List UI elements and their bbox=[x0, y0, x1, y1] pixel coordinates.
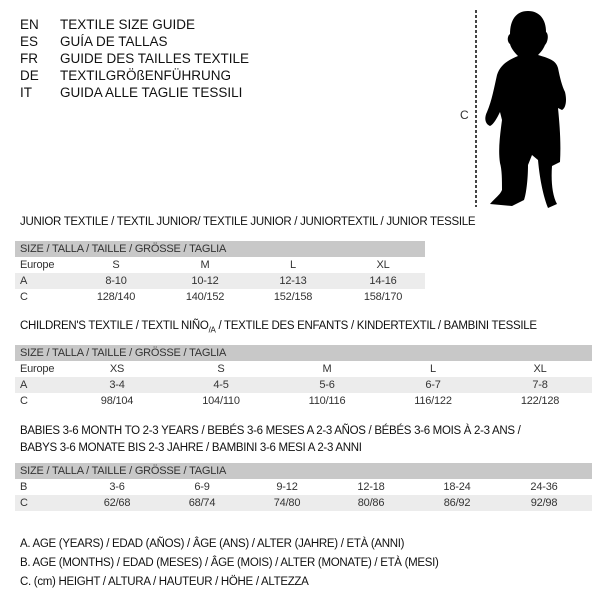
lang-title: GUÍA DE TALLAS bbox=[60, 34, 168, 49]
row-label: Europe bbox=[20, 259, 55, 271]
table-row: B 3-6 6-9 9-12 12-18 18-24 24-36 bbox=[15, 479, 592, 495]
cell: 104/110 bbox=[202, 395, 240, 407]
legend-item: B. AGE (MONTHS) / EDAD (MESES) / ÂGE (MO… bbox=[20, 557, 439, 569]
measure-label: C bbox=[460, 108, 469, 122]
row-label: Europe bbox=[20, 363, 55, 375]
cell: 86/92 bbox=[443, 497, 471, 509]
table-header: SIZE / TALLA / TAILLE / GRÖSSE / TAGLIA bbox=[15, 241, 425, 257]
row-label: C bbox=[20, 395, 28, 407]
table-row: C 128/140 140/152 152/158 158/170 bbox=[15, 289, 425, 305]
cell: 3-6 bbox=[109, 481, 125, 493]
cell: 92/98 bbox=[530, 497, 558, 509]
cell: XL bbox=[376, 259, 390, 271]
cell: 128/140 bbox=[96, 291, 136, 303]
cell: 5-6 bbox=[319, 379, 335, 391]
lang-it: IT GUIDA ALLE TAGLIE TESSILI bbox=[20, 84, 249, 101]
lang-en: EN TEXTILE SIZE GUIDE bbox=[20, 16, 249, 33]
cell: 24-36 bbox=[530, 481, 558, 493]
cell: 14-16 bbox=[369, 275, 397, 287]
cell: 4-5 bbox=[213, 379, 229, 391]
cell: 110/116 bbox=[308, 395, 346, 407]
cell: S bbox=[217, 363, 225, 375]
junior-title: JUNIOR TEXTILE / TEXTIL JUNIOR/ TEXTILE … bbox=[20, 216, 476, 228]
language-titles: EN TEXTILE SIZE GUIDE ES GUÍA DE TALLAS FR… bbox=[20, 16, 249, 101]
lang-title: TEXTILE SIZE GUIDE bbox=[60, 17, 196, 32]
cell: M bbox=[200, 259, 210, 271]
lang-title: GUIDE DES TAILLES TEXTILE bbox=[60, 51, 250, 66]
row-label: A bbox=[20, 379, 28, 391]
child-silhouette-figure: C bbox=[460, 10, 566, 208]
row-label: B bbox=[20, 481, 28, 493]
title-part: / TEXTILE DES ENFANTS / KINDERTEXTIL / B… bbox=[215, 320, 537, 332]
lang-code: EN bbox=[20, 17, 39, 32]
children-table: SIZE / TALLA / TAILLE / GRÖSSE / TAGLIA … bbox=[15, 345, 592, 409]
cell: 158/170 bbox=[363, 291, 403, 303]
cell: 3-4 bbox=[109, 379, 125, 391]
cell: 6-9 bbox=[194, 481, 210, 493]
table-row: A 8-10 10-12 12-13 14-16 bbox=[15, 273, 425, 289]
cell: 9-12 bbox=[276, 481, 298, 493]
row-label: C bbox=[20, 497, 28, 509]
lang-fr: FR GUIDE DES TAILLES TEXTILE bbox=[20, 50, 249, 67]
lang-code: FR bbox=[20, 51, 38, 66]
cell: 116/122 bbox=[414, 395, 452, 407]
cell: L bbox=[430, 363, 436, 375]
child-silhouette-icon bbox=[485, 11, 566, 208]
cell: XS bbox=[109, 363, 125, 375]
legend: A. AGE (YEARS) / EDAD (AÑOS) / ÂGE (ANS)… bbox=[20, 535, 439, 592]
children-title: CHILDREN'S TEXTILE / TEXTIL NIÑO/A / TEX… bbox=[20, 320, 537, 334]
table-row: Europe S M L XL bbox=[15, 257, 425, 273]
cell: 8-10 bbox=[105, 275, 127, 287]
cell: 68/74 bbox=[188, 497, 216, 509]
cell: 80/86 bbox=[357, 497, 385, 509]
babies-table: SIZE / TALLA / TAILLE / GRÖSSE / TAGLIA … bbox=[15, 463, 592, 511]
table-row: Europe XS S M L XL bbox=[15, 361, 592, 377]
lang-title: GUIDA ALLE TAGLIE TESSILI bbox=[60, 85, 243, 100]
row-label: C bbox=[20, 291, 28, 303]
junior-table: SIZE / TALLA / TAILLE / GRÖSSE / TAGLIA … bbox=[15, 241, 425, 305]
babies-title-line2: BABYS 3-6 MONATE BIS 2-3 JAHRE / BAMBINI… bbox=[20, 442, 362, 454]
cell: 140/152 bbox=[185, 291, 225, 303]
cell: 12-13 bbox=[279, 275, 307, 287]
lang-title: TEXTILGRÖßENFÜHRUNG bbox=[60, 68, 232, 83]
table-row: A 3-4 4-5 5-6 6-7 7-8 bbox=[15, 377, 592, 393]
cell: 12-18 bbox=[357, 481, 385, 493]
cell: 98/104 bbox=[100, 395, 134, 407]
lang-code: DE bbox=[20, 68, 39, 83]
title-sub: /A bbox=[208, 325, 216, 335]
legend-item: A. AGE (YEARS) / EDAD (AÑOS) / ÂGE (ANS)… bbox=[20, 538, 405, 550]
table-row: C 98/104 104/110 110/116 116/122 122/128 bbox=[15, 393, 592, 409]
cell: 122/128 bbox=[520, 395, 560, 407]
cell: S bbox=[112, 259, 120, 271]
lang-es: ES GUÍA DE TALLAS bbox=[20, 33, 249, 50]
row-label: A bbox=[20, 275, 28, 287]
cell: 6-7 bbox=[425, 379, 441, 391]
lang-code: ES bbox=[20, 34, 39, 49]
table-header: SIZE / TALLA / TAILLE / GRÖSSE / TAGLIA bbox=[15, 345, 592, 361]
title-part: CHILDREN'S TEXTILE / TEXTIL NIÑO bbox=[20, 320, 209, 332]
cell: 62/68 bbox=[103, 497, 131, 509]
legend-item: C. (cm) HEIGHT / ALTURA / HAUTEUR / HÖHE… bbox=[20, 576, 309, 588]
babies-title-line1: BABIES 3-6 MONTH TO 2-3 YEARS / BEBÉS 3-… bbox=[20, 425, 521, 437]
cell: 18-24 bbox=[443, 481, 471, 493]
cell: XL bbox=[533, 363, 547, 375]
table-row: C 62/68 68/74 74/80 80/86 86/92 92/98 bbox=[15, 495, 592, 511]
cell: 10-12 bbox=[191, 275, 219, 287]
table-header: SIZE / TALLA / TAILLE / GRÖSSE / TAGLIA bbox=[15, 463, 592, 479]
cell: L bbox=[290, 259, 296, 271]
cell: 74/80 bbox=[273, 497, 301, 509]
cell: 7-8 bbox=[532, 379, 548, 391]
lang-code: IT bbox=[20, 85, 32, 100]
lang-de: DE TEXTILGRÖßENFÜHRUNG bbox=[20, 67, 249, 84]
cell: 152/158 bbox=[273, 291, 313, 303]
cell: M bbox=[322, 363, 332, 375]
